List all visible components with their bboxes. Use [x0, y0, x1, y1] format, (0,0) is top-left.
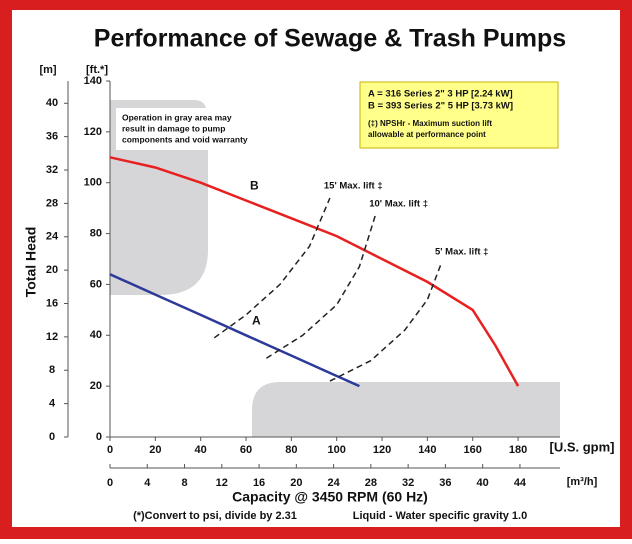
y2-tick-label: 0: [49, 431, 55, 443]
warning-text: result in damage to pump: [122, 123, 225, 133]
y-tick-label: 20: [90, 380, 102, 392]
y-tick-label: 40: [90, 329, 102, 341]
warning-text: Operation in gray area may: [122, 112, 232, 122]
y2-tick-label: 8: [49, 364, 55, 376]
warning-text: components and void warranty: [122, 134, 248, 144]
x2-tick-label: 16: [253, 477, 265, 489]
x-tick-label: 0: [107, 444, 113, 456]
lift-label: 10' Max. lift ‡: [369, 198, 428, 209]
x-tick-label: 100: [328, 444, 346, 456]
legend-note: allowable at performance point: [368, 130, 486, 139]
y-tick-label: 60: [90, 278, 102, 290]
y2-tick-label: 4: [49, 398, 56, 410]
y2-tick-label: 28: [46, 197, 58, 209]
footnote: (*)Convert to psi, divide by 2.31: [133, 510, 297, 522]
x2-unit: [m³/h]: [567, 476, 598, 488]
y-tick-label: 0: [96, 431, 102, 443]
x-tick-label: 40: [195, 444, 207, 456]
legend-text: A = 316 Series 2" 3 HP [2.24 kW]: [368, 89, 513, 100]
y-tick-label: 140: [84, 75, 102, 87]
x-tick-label: 20: [149, 444, 161, 456]
x-tick-label: 140: [418, 444, 436, 456]
x2-tick-label: 36: [439, 477, 451, 489]
lift-label: 15' Max. lift ‡: [324, 180, 383, 191]
x-tick-label: 60: [240, 444, 252, 456]
y-tick-label: 100: [84, 177, 102, 189]
y-tick-label: 80: [90, 227, 102, 239]
x2-tick-label: 20: [290, 477, 302, 489]
chart-title: Performance of Sewage & Trash Pumps: [94, 25, 566, 53]
x-axis-title: Capacity @ 3450 RPM (60 Hz): [232, 489, 428, 505]
x-tick-label: 80: [285, 444, 297, 456]
x2-tick-label: 32: [402, 477, 414, 489]
y2-tick-label: 12: [46, 331, 58, 343]
x2-tick-label: 44: [514, 477, 527, 489]
x-tick-label: 120: [373, 444, 391, 456]
legend-note: (‡) NPSHr - Maximum suction lift: [368, 119, 492, 128]
x-unit: [U.S. gpm]: [550, 439, 615, 454]
legend-text: B = 393 Series 2" 5 HP [3.73 kW]: [368, 101, 513, 112]
lift-label: 5' Max. lift ‡: [435, 247, 488, 258]
y-axis-title: Total Head: [23, 227, 39, 298]
x2-tick-label: 28: [365, 477, 377, 489]
y2-tick-label: 40: [46, 97, 58, 109]
x2-tick-label: 24: [327, 477, 340, 489]
gray-area: [252, 382, 560, 437]
y2-tick-label: 32: [46, 164, 58, 176]
x-tick-label: 180: [509, 444, 527, 456]
y2-tick-label: 36: [46, 131, 58, 143]
x2-tick-label: 4: [144, 477, 151, 489]
x2-tick-label: 0: [107, 477, 113, 489]
x2-tick-label: 40: [477, 477, 489, 489]
x-tick-label: 160: [464, 444, 482, 456]
chart: Performance of Sewage & Trash Pumps [m] …: [0, 0, 632, 539]
y2-tick-label: 16: [46, 297, 58, 309]
x2-tick-label: 12: [216, 477, 228, 489]
y2-tick-label: 24: [46, 231, 59, 243]
footnote: Liquid - Water specific gravity 1.0: [353, 510, 527, 522]
y2-tick-label: 20: [46, 264, 58, 276]
curve-label: B: [250, 179, 259, 193]
x2-tick-label: 8: [181, 477, 187, 489]
y-unit: [m]: [39, 64, 56, 76]
curve-label: A: [252, 313, 261, 327]
y-tick-label: 120: [84, 126, 102, 138]
